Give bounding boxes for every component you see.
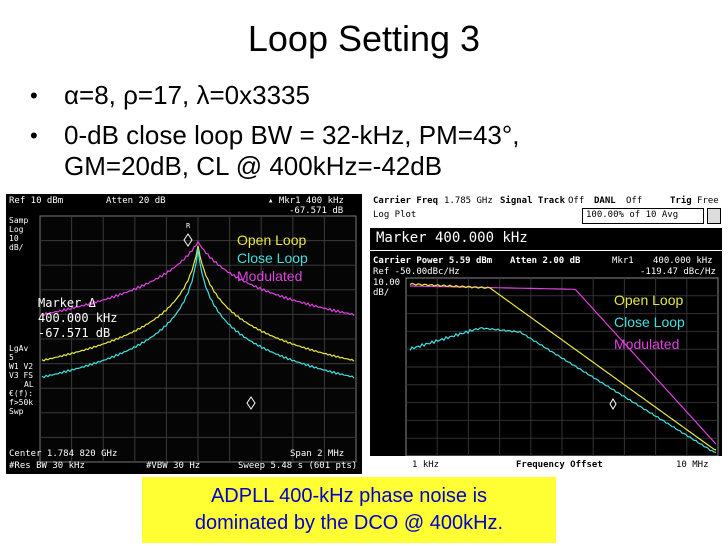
signal-track: Off xyxy=(568,196,585,206)
carrier-power: Carrier Power 5.59 dBm xyxy=(373,256,493,266)
x-start: 1 kHz xyxy=(412,460,440,470)
avg-type: LgAv xyxy=(9,344,29,353)
sweep-time: Sweep 5.48 s (601 pts) xyxy=(238,461,358,471)
bullet-text: α=8, ρ=17, λ=0x3335 xyxy=(64,80,310,110)
separator xyxy=(370,250,722,251)
legend-open-loop: Open Loop xyxy=(614,292,684,308)
ref-level: Ref -50.00dBc/Hz xyxy=(373,267,460,277)
atten: Atten 20 dB xyxy=(106,196,166,206)
marker-ref-tag: R xyxy=(186,222,191,230)
legend-close-loop: Close Loop xyxy=(614,314,685,330)
x-axis-label: Frequency Offset xyxy=(516,460,603,470)
span: Span 2 MHz xyxy=(290,449,345,459)
conclusion-callout: ADPLL 400-kHz phase noise is dominated b… xyxy=(142,477,556,543)
scale-unit: dB/ xyxy=(9,243,24,252)
scale-value: 10.00 xyxy=(373,278,401,288)
mkr1-label: Mkr1 xyxy=(612,256,634,266)
bullet-list: • α=8, ρ=17, λ=0x3335 • 0-dB close loop … xyxy=(30,80,710,191)
close-loop-trace xyxy=(409,326,717,454)
x-end: 10 MHz xyxy=(676,460,709,470)
avg-box xyxy=(582,208,704,224)
center-freq: Center 1.784 820 GHz xyxy=(9,449,118,459)
modulated-trace xyxy=(41,240,355,317)
footer-bar xyxy=(370,456,722,474)
graticule xyxy=(406,278,718,456)
legend-close-loop: Close Loop xyxy=(237,250,308,266)
avg-count: 5 xyxy=(9,353,14,362)
marker-readout: ▴ Mkr1 400 kHz xyxy=(268,196,344,206)
carrier-freq: 1.785 GHz xyxy=(444,196,493,206)
trace-w1-v2: W1 V2 xyxy=(9,362,34,371)
video-bw: #VBW 30 Hz xyxy=(146,461,201,471)
bullet-text-line2: GM=20dB, CL @ 400kHz=-42dB xyxy=(64,151,443,181)
atten: Atten 2.00 dB xyxy=(510,256,581,266)
marker-symbols xyxy=(183,233,256,410)
f-threshold: f>50k xyxy=(9,398,34,407)
right-phase-noise-plot xyxy=(405,277,719,457)
right-phase-noise-screenshot: Carrier Freq 1.785 GHz Signal Track Off … xyxy=(370,194,722,474)
marker-delta-freq: 400.000 kHz xyxy=(38,311,118,325)
scroll-box xyxy=(707,208,721,224)
trig-label: Trig xyxy=(670,196,692,206)
avg-progress: 100.00% of 10 Avg xyxy=(586,210,679,220)
marker-header: Marker 400.000 kHz xyxy=(376,230,528,246)
close-loop-trace xyxy=(41,248,355,379)
marker-delta-label: Marker Δ xyxy=(38,296,96,310)
open-loop-trace xyxy=(41,245,355,362)
ref-level: Ref 10 dBm xyxy=(9,196,64,206)
danl: Off xyxy=(626,196,643,206)
signal-track-label: Signal Track xyxy=(500,196,566,206)
scale-unit: dB/ xyxy=(373,288,390,298)
log-plot: Log Plot xyxy=(373,210,417,220)
bullet-text-line1: 0-dB close loop BW = 32-kHz, PM=43°, xyxy=(64,120,520,150)
caption-line-1: ADPLL 400-kHz phase noise is xyxy=(210,485,488,507)
legend-open-loop: Open Loop xyxy=(237,232,307,248)
carrier-freq-label: Carrier Freq xyxy=(373,196,439,206)
open-loop-trace xyxy=(409,282,717,451)
legend-modulated: Modulated xyxy=(614,336,680,352)
det-samp: Samp xyxy=(9,216,29,225)
bullet-glyph: • xyxy=(30,83,38,108)
marker-symbol xyxy=(609,398,617,410)
trace-al: AL xyxy=(24,380,34,389)
mkr1-freq: 400.000 kHz xyxy=(653,256,713,266)
trig: Free xyxy=(697,196,719,206)
scale-type: Log xyxy=(9,225,24,234)
slide-title: Loop Setting 3 xyxy=(247,18,481,59)
bullet-glyph: • xyxy=(30,123,38,148)
left-spectrum-screenshot: Ref 10 dBm Atten 20 dB ▴ Mkr1 400 kHz -6… xyxy=(6,194,362,474)
trace-v3-fs: V3 FS xyxy=(9,371,34,380)
ef-label: €(f): xyxy=(9,389,34,398)
scale-value: 10 xyxy=(9,234,19,243)
sweep-mode: Swp xyxy=(9,407,24,416)
bullet-item: • 0-dB close loop BW = 32-kHz, PM=43°, G… xyxy=(30,120,710,182)
res-bw: #Res BW 30 kHz xyxy=(9,461,85,471)
caption-line-2: dominated by the DCO @ 400kHz. xyxy=(194,512,504,534)
legend-modulated: Modulated xyxy=(237,268,303,284)
marker-delta-value: -67.571 dB xyxy=(38,326,111,340)
marker-readout-value: -67.571 dB xyxy=(289,206,344,216)
danl-label: DANL xyxy=(594,196,616,206)
bullet-item: • α=8, ρ=17, λ=0x3335 xyxy=(30,80,710,111)
left-spectrum-plot xyxy=(39,215,357,463)
mkr1-value: -119.47 dBc/Hz xyxy=(640,267,716,277)
